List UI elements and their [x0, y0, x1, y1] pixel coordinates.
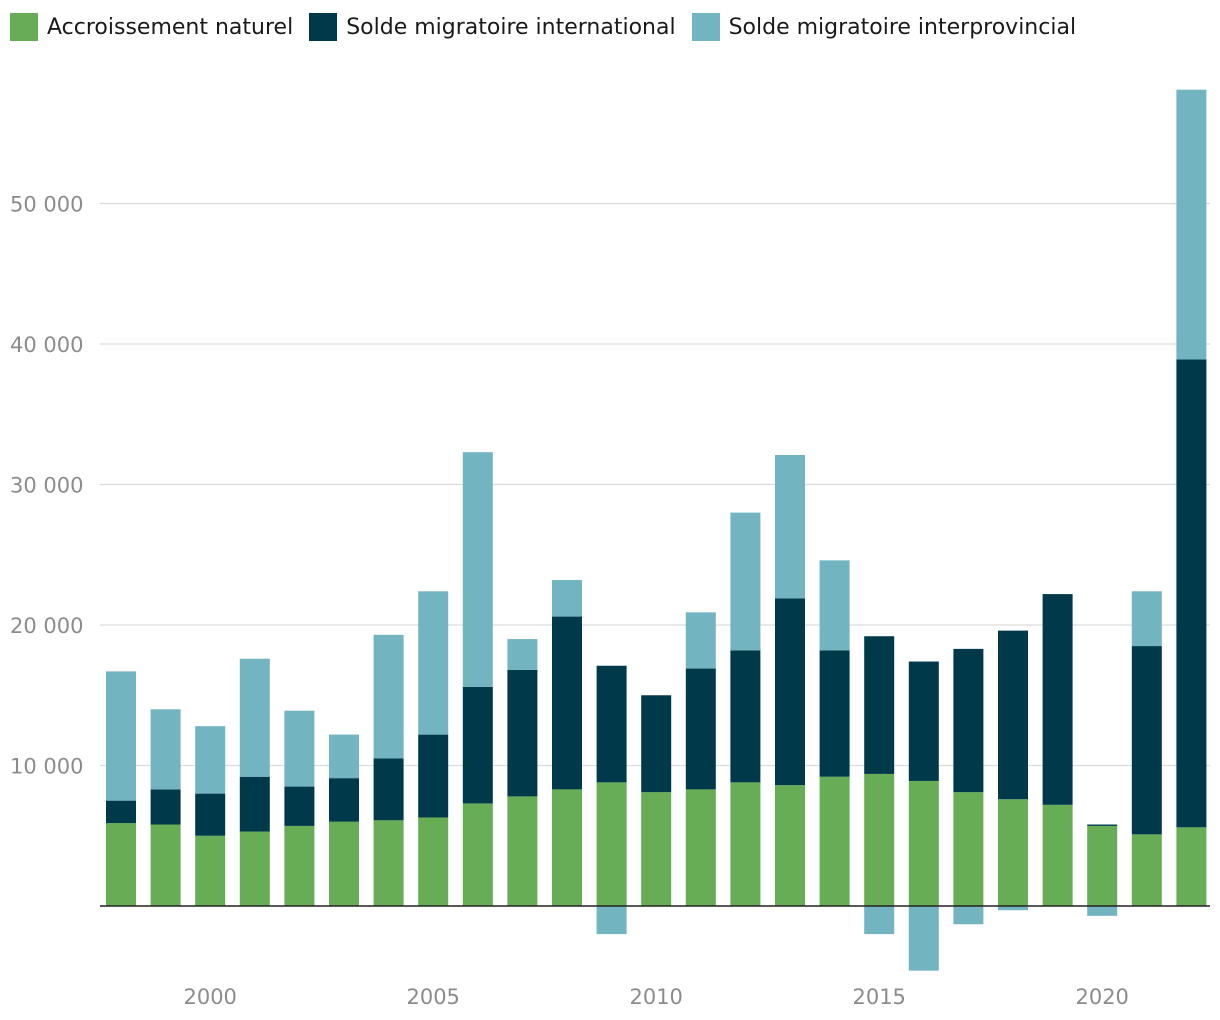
bar-interprovincial-2013[interactable] [775, 454, 805, 599]
bar-interprovincial-2005[interactable] [418, 591, 449, 735]
bar-international-2008[interactable] [552, 616, 582, 790]
bar-interprovincial-2022[interactable] [1176, 89, 1207, 360]
bar-natural-2021[interactable] [1131, 834, 1162, 906]
bar-international-2011[interactable] [685, 668, 716, 790]
bars [106, 89, 1207, 971]
bar-interprovincial-2007[interactable] [507, 639, 538, 670]
bar-international-2021[interactable] [1131, 646, 1162, 835]
bar-international-2015[interactable] [864, 636, 895, 774]
x-tick-label: 2010 [629, 985, 682, 1009]
bar-interprovincial-1998[interactable] [106, 671, 136, 801]
bar-interprovincial-2012[interactable] [730, 512, 761, 651]
bar-interprovincial-2014[interactable] [819, 560, 850, 651]
bar-international-2004[interactable] [373, 758, 404, 821]
bar-natural-2020[interactable] [1087, 825, 1118, 906]
legend-swatch-natural [10, 13, 38, 41]
bar-natural-2005[interactable] [418, 817, 449, 906]
bar-natural-2008[interactable] [552, 789, 582, 906]
bar-natural-2014[interactable] [819, 776, 850, 906]
bar-natural-2022[interactable] [1176, 827, 1207, 906]
legend-swatch-international [309, 13, 338, 41]
bar-international-2006[interactable] [462, 686, 493, 804]
y-axis-labels: 10 000 20 000 30 000 40 000 50 000 [10, 193, 83, 779]
bar-international-2018[interactable] [998, 630, 1028, 800]
x-tick-label: 2000 [183, 985, 236, 1009]
y-tick-label: 20 000 [10, 614, 83, 638]
y-tick-label: 10 000 [10, 755, 83, 779]
bar-interprovincial-2000[interactable] [195, 726, 226, 794]
bar-natural-2019[interactable] [1042, 804, 1073, 906]
bar-international-2022[interactable] [1176, 359, 1207, 828]
legend-label-interprovincial: Solde migratoire interprovincial [728, 14, 1077, 40]
y-tick-label: 30 000 [10, 474, 83, 498]
legend-item-natural[interactable]: Accroissement naturel [10, 13, 293, 41]
bar-international-2019[interactable] [1042, 594, 1073, 805]
bar-interprovincial-2004[interactable] [373, 634, 404, 759]
bar-international-2002[interactable] [284, 786, 315, 826]
legend-label-natural: Accroissement naturel [47, 14, 294, 40]
bar-international-2003[interactable] [329, 778, 359, 822]
bar-natural-2004[interactable] [373, 820, 404, 906]
bar-interprovincial-1999[interactable] [150, 709, 181, 790]
bar-interprovincial-2003[interactable] [329, 734, 359, 779]
y-tick-label: 50 000 [10, 193, 83, 217]
bar-international-2009[interactable] [596, 665, 627, 783]
bar-natural-2011[interactable] [685, 789, 716, 906]
bar-natural-2001[interactable] [239, 831, 270, 906]
bar-interprovincial-2006[interactable] [462, 452, 493, 687]
bar-international-2012[interactable] [730, 650, 761, 783]
bar-interprovincial-2009[interactable] [596, 906, 627, 935]
y-tick-label: 40 000 [10, 333, 83, 357]
legend: Accroissement naturel Solde migratoire i… [10, 13, 1092, 41]
bar-international-2020[interactable] [1087, 824, 1118, 826]
bar-natural-2015[interactable] [864, 773, 895, 906]
bar-natural-2010[interactable] [641, 792, 672, 906]
x-tick-label: 2015 [852, 985, 905, 1009]
bar-international-1998[interactable] [106, 800, 136, 824]
bar-natural-2002[interactable] [284, 825, 315, 906]
legend-swatch-interprovincial [691, 13, 720, 41]
bar-interprovincial-2021[interactable] [1131, 591, 1162, 647]
bar-natural-2009[interactable] [596, 782, 627, 906]
bar-interprovincial-2017[interactable] [953, 906, 984, 925]
bar-natural-2016[interactable] [908, 780, 939, 906]
legend-item-international[interactable]: Solde migratoire international [309, 13, 676, 41]
x-tick-label: 2005 [406, 985, 459, 1009]
legend-label-international: Solde migratoire international [346, 14, 676, 40]
bar-international-2001[interactable] [239, 776, 270, 832]
bar-natural-2013[interactable] [775, 785, 805, 906]
bar-interprovincial-2011[interactable] [685, 612, 716, 669]
bar-natural-2017[interactable] [953, 792, 984, 906]
bar-international-2017[interactable] [953, 648, 984, 793]
bar-natural-1999[interactable] [150, 824, 181, 906]
bar-international-2000[interactable] [195, 793, 226, 836]
bar-interprovincial-2008[interactable] [552, 580, 582, 617]
bar-international-2010[interactable] [641, 695, 672, 793]
x-tick-label: 2020 [1075, 985, 1128, 1009]
bar-natural-2012[interactable] [730, 782, 761, 906]
bar-natural-1998[interactable] [106, 823, 136, 906]
bar-interprovincial-2002[interactable] [284, 710, 315, 787]
bar-international-2007[interactable] [507, 669, 538, 797]
bar-interprovincial-2001[interactable] [239, 658, 270, 777]
bar-interprovincial-2015[interactable] [864, 906, 895, 935]
bar-natural-2018[interactable] [998, 799, 1028, 906]
bar-international-2016[interactable] [908, 661, 939, 781]
bar-natural-2006[interactable] [462, 803, 493, 906]
bar-interprovincial-2016[interactable] [908, 906, 939, 971]
bar-natural-2003[interactable] [329, 821, 359, 906]
bar-interprovincial-2018[interactable] [998, 906, 1028, 911]
bar-natural-2000[interactable] [195, 835, 226, 906]
legend-item-interprovincial[interactable]: Solde migratoire interprovincial [691, 13, 1077, 41]
bar-international-2005[interactable] [418, 734, 449, 818]
bar-international-2014[interactable] [819, 650, 850, 777]
bar-natural-2007[interactable] [507, 796, 538, 906]
x-axis-labels: 2000 2005 2010 2015 2020 [183, 985, 1128, 1009]
bar-international-1999[interactable] [150, 789, 181, 825]
bar-interprovincial-2020[interactable] [1087, 906, 1118, 916]
bar-international-2013[interactable] [775, 598, 805, 786]
